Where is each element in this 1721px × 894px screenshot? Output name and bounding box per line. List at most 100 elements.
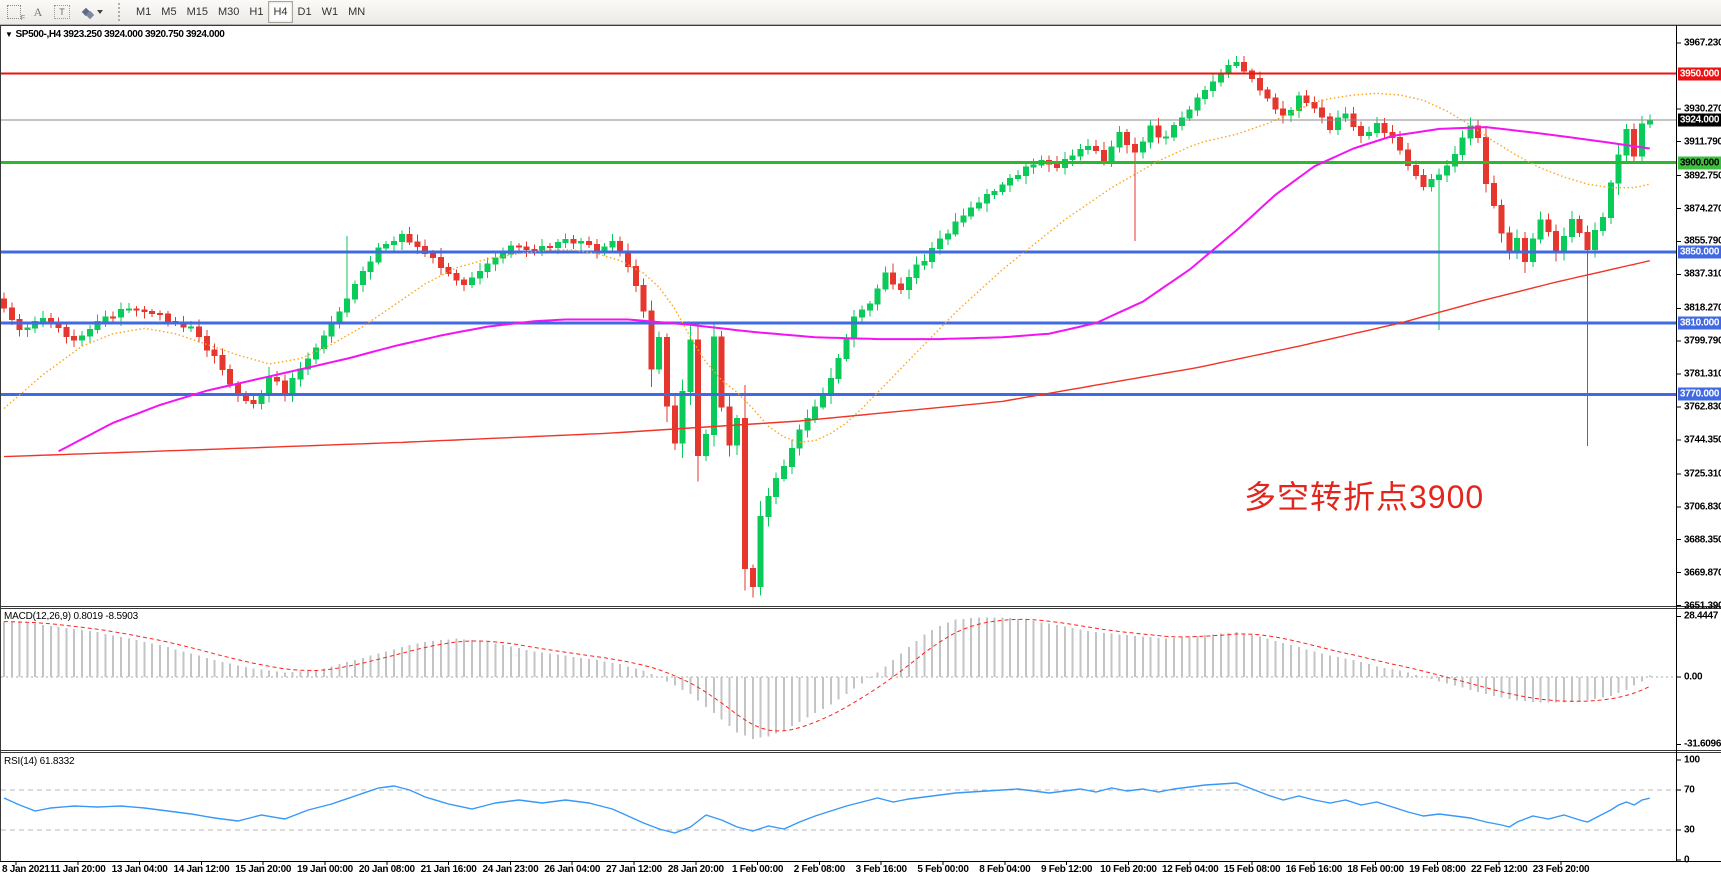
timeframe-button-w1[interactable]: W1 bbox=[317, 1, 344, 23]
text-label-button[interactable]: A bbox=[27, 1, 49, 23]
time-axis-label[interactable]: 27 Jan 12:00 bbox=[606, 864, 662, 875]
time-axis-label[interactable]: 11 Jan 20:00 bbox=[50, 864, 106, 875]
candle bbox=[749, 568, 756, 588]
time-axis-label[interactable]: 1 Feb 00:00 bbox=[732, 864, 784, 875]
timeframe-button-m30[interactable]: M30 bbox=[213, 1, 244, 23]
candle bbox=[1600, 216, 1606, 232]
time-axis-label[interactable]: 21 Jan 16:00 bbox=[420, 864, 477, 875]
price-axis-tick-label[interactable]: 3874.270 bbox=[1684, 203, 1721, 215]
candle bbox=[866, 303, 873, 311]
timeframe-button-h1[interactable]: H1 bbox=[244, 1, 268, 23]
timeframe-label: MN bbox=[348, 6, 366, 18]
time-axis-label[interactable]: 19 Jan 00:00 bbox=[297, 864, 353, 875]
candle bbox=[1280, 108, 1287, 116]
candle bbox=[718, 336, 725, 408]
toolbar-drag-handle[interactable] bbox=[118, 3, 124, 21]
candle bbox=[687, 339, 694, 392]
rsi-axis-tick-label[interactable]: 70 bbox=[1684, 784, 1695, 796]
rsi-axis-tick-label[interactable]: 0 bbox=[1684, 854, 1690, 866]
time-axis-label[interactable]: 28 Jan 20:00 bbox=[667, 864, 724, 875]
price-axis-tick-label[interactable]: 3799.790 bbox=[1684, 335, 1721, 347]
candle bbox=[1319, 107, 1326, 118]
text-box-button[interactable]: T bbox=[51, 1, 73, 23]
macd-axis-tick-label[interactable]: 0.00 bbox=[1684, 671, 1703, 683]
candle bbox=[445, 266, 452, 274]
price-axis-tick-label[interactable]: 3855.790 bbox=[1684, 235, 1721, 247]
timeframe-button-d1[interactable]: D1 bbox=[293, 1, 317, 23]
time-axis-label[interactable]: 8 Jan 2021 bbox=[2, 864, 50, 875]
candle bbox=[1623, 129, 1630, 156]
price-axis-tick-label[interactable]: 3911.790 bbox=[1684, 136, 1721, 148]
candle bbox=[71, 335, 78, 341]
time-axis-label[interactable]: 10 Feb 20:00 bbox=[1100, 864, 1157, 875]
price-axis-tick-label[interactable]: 3967.230 bbox=[1684, 37, 1721, 49]
time-axis-label[interactable]: 22 Feb 12:00 bbox=[1470, 864, 1528, 875]
candle bbox=[820, 394, 826, 408]
price-axis-tick-label[interactable]: 3688.350 bbox=[1684, 534, 1721, 546]
price-axis-tick-label[interactable]: 3892.750 bbox=[1684, 170, 1721, 182]
timeframe-button-mn[interactable]: MN bbox=[343, 1, 370, 23]
chart-menu-triangle[interactable]: ▼ bbox=[5, 30, 13, 39]
price-axis-tick-label[interactable]: 3651.390 bbox=[1684, 600, 1721, 611]
candle bbox=[1007, 178, 1014, 186]
rsi-axis-tick-label[interactable]: 30 bbox=[1684, 824, 1695, 836]
macd-axis-tick-label[interactable]: 28.4447 bbox=[1684, 610, 1719, 622]
price-axis-tick-label[interactable]: 3762.830 bbox=[1684, 401, 1721, 413]
time-axis-label[interactable]: 20 Jan 08:00 bbox=[358, 864, 415, 875]
price-axis-tick-label[interactable]: 3818.270 bbox=[1684, 302, 1721, 314]
time-axis-label[interactable]: 26 Jan 04:00 bbox=[544, 864, 601, 875]
timeframe-button-h4[interactable]: H4 bbox=[268, 1, 293, 23]
timeframe-button-m5[interactable]: M5 bbox=[156, 1, 181, 23]
candle bbox=[1444, 165, 1450, 176]
candle bbox=[1436, 174, 1443, 181]
candle bbox=[1022, 166, 1029, 176]
candle bbox=[773, 477, 780, 497]
time-axis-label[interactable]: 2 Feb 08:00 bbox=[793, 864, 845, 875]
timeframe-button-m1[interactable]: M1 bbox=[131, 1, 156, 23]
time-axis-label[interactable]: 23 Feb 20:00 bbox=[1532, 864, 1590, 875]
candle bbox=[1592, 230, 1599, 251]
time-axis-label[interactable]: 3 Feb 16:00 bbox=[855, 864, 907, 875]
price-axis-tick-label[interactable]: 3837.310 bbox=[1684, 268, 1721, 280]
candle bbox=[1529, 238, 1536, 262]
candle bbox=[765, 495, 772, 518]
rsi-axis-tick-label[interactable]: 100 bbox=[1684, 754, 1700, 766]
candles[interactable] bbox=[1, 55, 1653, 598]
time-axis-label[interactable]: 18 Feb 00:00 bbox=[1347, 864, 1404, 875]
chart-text-annotation[interactable]: 多空转折点3900 bbox=[1244, 479, 1485, 515]
price-axis-tick-label[interactable]: 3744.350 bbox=[1684, 434, 1721, 446]
candle bbox=[1483, 137, 1489, 184]
toolbar: F A T M1 M5 M15 M30 H1 H4 D1 W1 MN bbox=[0, 0, 1721, 25]
time-axis-label[interactable]: 15 Jan 20:00 bbox=[235, 864, 292, 875]
cycle-lines-button[interactable] bbox=[75, 1, 111, 23]
timeframe-button-m15[interactable]: M15 bbox=[182, 1, 213, 23]
candle bbox=[1506, 232, 1513, 253]
candle bbox=[796, 429, 803, 449]
candle bbox=[1108, 146, 1115, 161]
time-axis-label[interactable]: 12 Feb 04:00 bbox=[1161, 864, 1219, 875]
candle bbox=[133, 308, 140, 311]
candle bbox=[562, 239, 569, 243]
candle bbox=[484, 263, 491, 272]
price-axis-tick-label[interactable]: 3781.310 bbox=[1684, 368, 1721, 380]
time-axis-label[interactable]: 16 Feb 16:00 bbox=[1285, 864, 1343, 875]
candle bbox=[671, 405, 678, 444]
time-axis-label[interactable]: 14 Jan 12:00 bbox=[173, 864, 230, 875]
time-axis-label[interactable]: 9 Feb 12:00 bbox=[1041, 864, 1093, 875]
time-axis-label[interactable]: 8 Feb 04:00 bbox=[979, 864, 1031, 875]
candle bbox=[1576, 219, 1583, 233]
time-axis-label[interactable]: 19 Feb 08:00 bbox=[1409, 864, 1466, 875]
price-axis-tick-label[interactable]: 3706.830 bbox=[1684, 501, 1721, 513]
price-axis-tick-label[interactable]: 3669.870 bbox=[1684, 567, 1721, 579]
macd-axis-tick-label[interactable]: -31.6096 bbox=[1684, 738, 1721, 750]
time-axis-label[interactable]: 13 Jan 04:00 bbox=[111, 864, 168, 875]
price-axis-tick-label[interactable]: 3725.310 bbox=[1684, 468, 1721, 480]
timeframe-label: D1 bbox=[297, 6, 312, 18]
time-axis-label[interactable]: 5 Feb 00:00 bbox=[917, 864, 969, 875]
price-axis-tick-label[interactable]: 3930.270 bbox=[1684, 103, 1721, 115]
time-axis-label[interactable]: 15 Feb 08:00 bbox=[1223, 864, 1281, 875]
time-axis-label[interactable]: 24 Jan 23:00 bbox=[482, 864, 539, 875]
candle bbox=[1030, 164, 1037, 168]
expert-advisor-button[interactable]: F bbox=[3, 1, 25, 23]
